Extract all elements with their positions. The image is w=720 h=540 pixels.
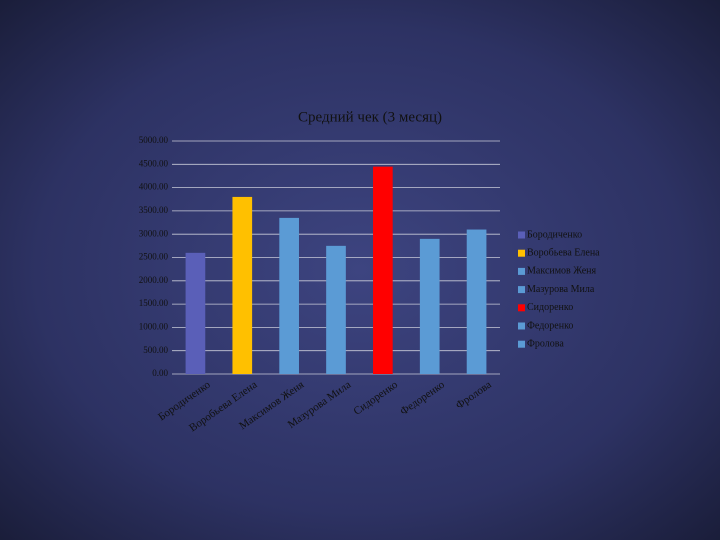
y-tick-label: 4500.00 bbox=[139, 158, 169, 168]
y-tick-label: 5000.00 bbox=[139, 135, 169, 145]
bar bbox=[232, 196, 253, 374]
y-tick-label: 0.00 bbox=[152, 368, 168, 378]
legend-label: Фролова bbox=[527, 338, 564, 349]
y-tick-label: 1500.00 bbox=[139, 298, 169, 308]
y-tick-label: 2000.00 bbox=[139, 275, 169, 285]
y-tick-label: 1000.00 bbox=[139, 321, 169, 331]
y-tick-label: 4000.00 bbox=[139, 182, 169, 192]
y-tick-label: 3000.00 bbox=[139, 228, 169, 238]
legend-swatch bbox=[518, 267, 525, 275]
y-tick-label: 500.00 bbox=[143, 345, 168, 355]
legend-label: Бородиченко bbox=[527, 229, 582, 240]
bar bbox=[185, 252, 206, 374]
legend-swatch bbox=[518, 340, 525, 348]
legend-swatch bbox=[518, 249, 525, 257]
bar bbox=[466, 229, 487, 374]
legend-swatch bbox=[518, 322, 525, 330]
bar bbox=[279, 217, 299, 374]
y-tick-label: 2500.00 bbox=[139, 252, 169, 262]
legend-swatch bbox=[518, 231, 525, 239]
bar bbox=[419, 238, 440, 374]
legend-swatch bbox=[518, 304, 525, 312]
legend-label: Максимов Женя bbox=[527, 266, 597, 277]
legend-label: Федоренко bbox=[527, 320, 573, 331]
legend-label: Мазурова Мила bbox=[527, 284, 595, 295]
legend-label: Воробьева Елена bbox=[527, 247, 600, 258]
legend-label: Сидоренко bbox=[527, 302, 573, 313]
chart-title: Средний чек (3 месяц) bbox=[298, 109, 442, 125]
bar bbox=[326, 245, 346, 374]
y-tick-label: 3500.00 bbox=[139, 205, 169, 215]
bar bbox=[373, 166, 393, 374]
legend-swatch bbox=[518, 286, 525, 294]
